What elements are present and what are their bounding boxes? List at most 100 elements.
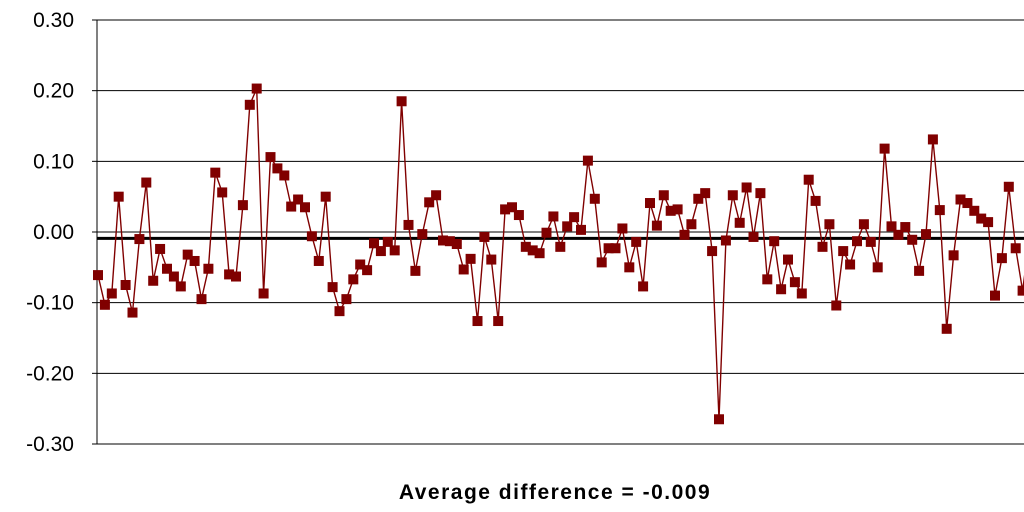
data-point-marker — [189, 255, 200, 266]
data-point-marker — [762, 274, 773, 285]
data-point-marker — [631, 236, 642, 247]
data-point-marker — [720, 235, 731, 246]
data-point-marker — [962, 198, 973, 209]
data-point-marker — [783, 254, 793, 265]
data-point-marker — [638, 281, 649, 292]
data-point-marker — [134, 234, 145, 245]
data-point-marker — [969, 205, 980, 216]
data-point-marker — [734, 217, 745, 228]
data-point-marker — [113, 191, 124, 202]
data-point-marker — [700, 188, 711, 199]
y-tick-label: -0.30 — [26, 433, 74, 456]
data-point-marker — [507, 202, 517, 213]
data-point-marker — [831, 300, 842, 311]
data-point-marker — [658, 190, 669, 201]
data-point-marker — [465, 253, 476, 264]
data-point-marker — [976, 213, 987, 224]
data-point-marker — [362, 265, 373, 276]
y-tick-label: -0.10 — [26, 292, 74, 315]
data-point-marker — [1017, 285, 1024, 296]
data-point-marker — [217, 187, 228, 198]
data-point-marker — [845, 259, 856, 270]
data-point-marker — [900, 222, 911, 233]
data-point-marker — [196, 294, 207, 305]
data-point-marker — [555, 241, 566, 252]
data-point-marker — [500, 204, 511, 215]
y-tick-labels: 0.30 0.20 0.10 0.00 -0.10 -0.20 -0.30 — [26, 9, 74, 456]
data-point-marker — [907, 234, 918, 245]
data-point-marker — [369, 238, 379, 249]
data-point-marker — [120, 280, 131, 290]
data-point-marker — [313, 255, 324, 266]
data-point-marker — [272, 163, 283, 174]
data-point-marker — [210, 167, 221, 178]
data-point-marker — [576, 224, 586, 235]
data-point-marker — [382, 236, 393, 247]
data-point-marker — [617, 223, 628, 234]
series-markers — [93, 83, 1024, 425]
data-point-marker — [858, 219, 869, 230]
data-point-marker — [148, 275, 159, 286]
data-point-marker — [444, 236, 455, 247]
y-tick-label: 0.10 — [33, 150, 74, 173]
data-point-marker — [155, 243, 166, 254]
data-point-marker — [389, 245, 400, 256]
data-point-marker — [679, 229, 690, 240]
data-point-marker — [479, 231, 490, 242]
data-point-marker — [334, 306, 345, 317]
data-point-marker — [106, 288, 117, 299]
data-point-marker — [810, 195, 821, 206]
data-point-marker — [776, 284, 787, 295]
data-point-marker — [182, 249, 193, 260]
data-point-marker — [914, 265, 925, 276]
data-point-marker — [203, 263, 214, 274]
data-point-marker — [569, 212, 580, 223]
data-point-marker — [582, 155, 593, 166]
data-point-marker — [548, 211, 559, 222]
data-point-marker — [955, 194, 966, 205]
data-point-marker — [686, 219, 697, 230]
data-point-marker — [789, 277, 800, 288]
data-point-marker — [327, 282, 338, 293]
data-point-marker — [451, 239, 462, 250]
average-difference-caption: Average difference = -0.009 — [399, 481, 711, 504]
data-point-marker — [541, 227, 552, 238]
data-point-marker — [714, 414, 724, 425]
data-point-marker — [424, 197, 435, 208]
data-point-marker — [562, 221, 573, 232]
data-point-marker — [251, 83, 262, 94]
data-point-marker — [596, 257, 607, 268]
y-tick-label: -0.20 — [26, 362, 74, 385]
data-point-marker — [707, 246, 718, 257]
data-point-marker — [93, 270, 103, 281]
data-point-marker — [921, 229, 931, 240]
data-point-marker — [472, 316, 483, 327]
data-point-marker — [589, 193, 600, 204]
y-tick-label: 0.20 — [33, 80, 74, 103]
data-point-marker — [458, 264, 469, 275]
data-point-marker — [996, 253, 1007, 264]
data-point-marker — [258, 288, 269, 299]
data-point-marker — [244, 99, 255, 110]
data-point-marker — [341, 294, 352, 305]
data-point-marker — [645, 198, 655, 209]
data-point-marker — [990, 290, 1000, 301]
data-point-marker — [824, 219, 835, 230]
data-point-marker — [886, 221, 897, 232]
data-point-marker — [817, 241, 828, 252]
data-point-marker — [162, 263, 172, 274]
y-tick-label: 0.00 — [33, 221, 74, 244]
data-point-marker — [852, 236, 862, 247]
data-point-marker — [279, 170, 290, 181]
data-point-marker — [306, 231, 317, 242]
data-point-marker — [741, 182, 752, 193]
data-point-marker — [99, 299, 110, 310]
gridlines — [92, 19, 1024, 445]
data-point-marker — [438, 235, 448, 246]
data-point-marker — [748, 231, 759, 242]
data-point-marker — [127, 307, 138, 318]
data-point-marker — [231, 271, 241, 282]
data-point-marker — [493, 316, 504, 327]
data-point-marker — [941, 323, 952, 334]
